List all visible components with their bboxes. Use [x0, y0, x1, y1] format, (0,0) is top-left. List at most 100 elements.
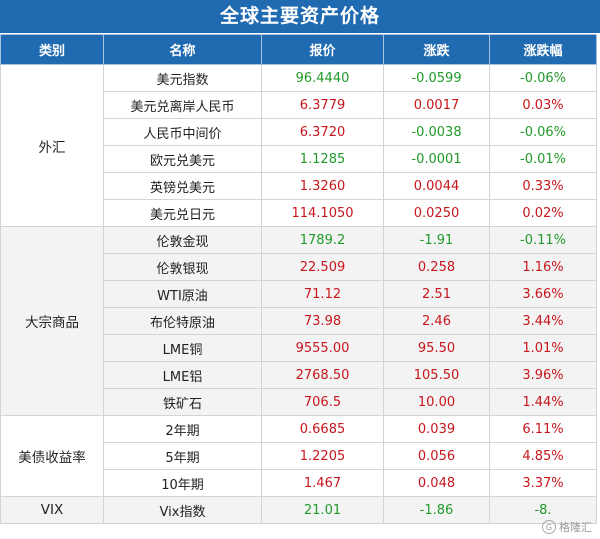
header-price: 报价 [261, 34, 384, 65]
change-pct-cell: 4.85% [489, 442, 597, 470]
price-cell: 1.3260 [261, 172, 384, 200]
watermark-text: 格隆汇 [559, 521, 592, 534]
asset-name: 5年期 [103, 442, 262, 470]
category-cell: 外汇 [0, 64, 104, 227]
header-name: 名称 [103, 34, 262, 65]
change-cell: 0.258 [383, 253, 490, 281]
price-cell: 21.01 [261, 496, 384, 524]
table-row: 布伦特原油 73.98 2.46 3.44% [1, 307, 597, 335]
header-category: 类别 [0, 34, 104, 65]
price-cell: 6.3779 [261, 91, 384, 119]
price-cell: 1.2205 [261, 442, 384, 470]
change-cell: 2.51 [383, 280, 490, 308]
change-pct-cell: 0.33% [489, 172, 597, 200]
page-title: 全球主要资产价格 [0, 0, 600, 33]
asset-name: LME铝 [103, 361, 262, 389]
table-row: VIX Vix指数 21.01 -1.86 -8. [0, 496, 597, 524]
price-cell: 1.467 [261, 469, 384, 497]
asset-name: 铁矿石 [103, 388, 262, 416]
change-pct-cell: -0.06% [489, 118, 597, 146]
table-row: 伦敦银现 22.509 0.258 1.16% [1, 253, 597, 281]
change-cell: -1.91 [383, 226, 490, 254]
header-row: 类别 名称 报价 涨跌 涨跌幅 [0, 34, 597, 65]
table-row: LME铝 2768.50 105.50 3.96% [1, 361, 597, 389]
table-row: 10年期 1.467 0.048 3.37% [1, 469, 597, 497]
group-vix: VIX Vix指数 21.01 -1.86 -8. [0, 496, 597, 524]
change-cell: -0.0038 [383, 118, 490, 146]
change-pct-cell: 1.16% [489, 253, 597, 281]
change-cell: 95.50 [383, 334, 490, 362]
change-pct-cell: 3.96% [489, 361, 597, 389]
price-cell: 73.98 [261, 307, 384, 335]
table-row: 美元兑离岸人民币 6.3779 0.0017 0.03% [1, 91, 597, 119]
table-row: 英镑兑美元 1.3260 0.0044 0.33% [1, 172, 597, 200]
change-cell: 105.50 [383, 361, 490, 389]
change-cell: 0.0250 [383, 199, 490, 227]
change-cell: 0.0017 [383, 91, 490, 119]
asset-name: Vix指数 [103, 496, 262, 524]
change-pct-cell: 3.44% [489, 307, 597, 335]
change-pct-cell: -0.06% [489, 64, 597, 92]
price-cell: 96.4440 [261, 64, 384, 92]
watermark-logo-icon: G [542, 520, 556, 534]
change-cell: -1.86 [383, 496, 490, 524]
asset-name: 2年期 [103, 415, 262, 443]
change-pct-cell: 3.66% [489, 280, 597, 308]
header-change: 涨跌 [383, 34, 490, 65]
asset-name: 美元指数 [103, 64, 262, 92]
group-treasury-yields: 美债收益率 2年期 0.6685 0.039 6.11% 5年期 1.2205 … [0, 415, 597, 497]
price-cell: 6.3720 [261, 118, 384, 146]
table-row: 人民币中间价 6.3720 -0.0038 -0.06% [1, 118, 597, 146]
change-cell: 0.056 [383, 442, 490, 470]
price-cell: 706.5 [261, 388, 384, 416]
change-pct-cell: 3.37% [489, 469, 597, 497]
table-row: 大宗商品 伦敦金现 1789.2 -1.91 -0.11% [0, 226, 597, 416]
change-cell: -0.0599 [383, 64, 490, 92]
group-forex: 外汇 美元指数 96.4440 -0.0599 -0.06% 美元兑离岸人民币 … [0, 64, 597, 227]
change-cell: 0.039 [383, 415, 490, 443]
asset-name: 英镑兑美元 [103, 172, 262, 200]
change-cell: 2.46 [383, 307, 490, 335]
table-row: LME铜 9555.00 95.50 1.01% [1, 334, 597, 362]
table-row: 5年期 1.2205 0.056 4.85% [1, 442, 597, 470]
asset-name: 人民币中间价 [103, 118, 262, 146]
price-cell: 22.509 [261, 253, 384, 281]
change-cell: -0.0001 [383, 145, 490, 173]
header-change-pct: 涨跌幅 [489, 34, 597, 65]
asset-name: 美元兑离岸人民币 [103, 91, 262, 119]
change-pct-cell: -0.11% [489, 226, 597, 254]
change-cell: 0.0044 [383, 172, 490, 200]
change-pct-cell: 6.11% [489, 415, 597, 443]
change-cell: 0.048 [383, 469, 490, 497]
asset-name: 布伦特原油 [103, 307, 262, 335]
change-pct-cell: -0.01% [489, 145, 597, 173]
price-cell: 1.1285 [261, 145, 384, 173]
price-cell: 114.1050 [261, 199, 384, 227]
table-row: 外汇 美元指数 96.4440 -0.0599 -0.06% [0, 64, 597, 227]
group-commodities: 大宗商品 伦敦金现 1789.2 -1.91 -0.11% 伦敦银现 22.50… [0, 226, 597, 416]
category-cell: 美债收益率 [0, 415, 104, 497]
category-cell: 大宗商品 [0, 226, 104, 416]
asset-price-table: 类别 名称 报价 涨跌 涨跌幅 外汇 美元指数 96.4440 -0.0599 … [0, 34, 597, 524]
change-pct-cell: 1.44% [489, 388, 597, 416]
asset-name: 10年期 [103, 469, 262, 497]
watermark: G 格隆汇 [542, 519, 592, 535]
change-pct-cell: 1.01% [489, 334, 597, 362]
asset-name: WTI原油 [103, 280, 262, 308]
price-cell: 1789.2 [261, 226, 384, 254]
price-cell: 9555.00 [261, 334, 384, 362]
table-row: 欧元兑美元 1.1285 -0.0001 -0.01% [1, 145, 597, 173]
asset-name: 伦敦金现 [103, 226, 262, 254]
table-row: WTI原油 71.12 2.51 3.66% [1, 280, 597, 308]
asset-name: 欧元兑美元 [103, 145, 262, 173]
category-cell: VIX [0, 496, 104, 524]
asset-name: 美元兑日元 [103, 199, 262, 227]
price-cell: 2768.50 [261, 361, 384, 389]
price-cell: 71.12 [261, 280, 384, 308]
asset-name: 伦敦银现 [103, 253, 262, 281]
table-row: 美债收益率 2年期 0.6685 0.039 6.11% [0, 415, 597, 497]
price-cell: 0.6685 [261, 415, 384, 443]
asset-name: LME铜 [103, 334, 262, 362]
change-pct-cell: 0.02% [489, 199, 597, 227]
